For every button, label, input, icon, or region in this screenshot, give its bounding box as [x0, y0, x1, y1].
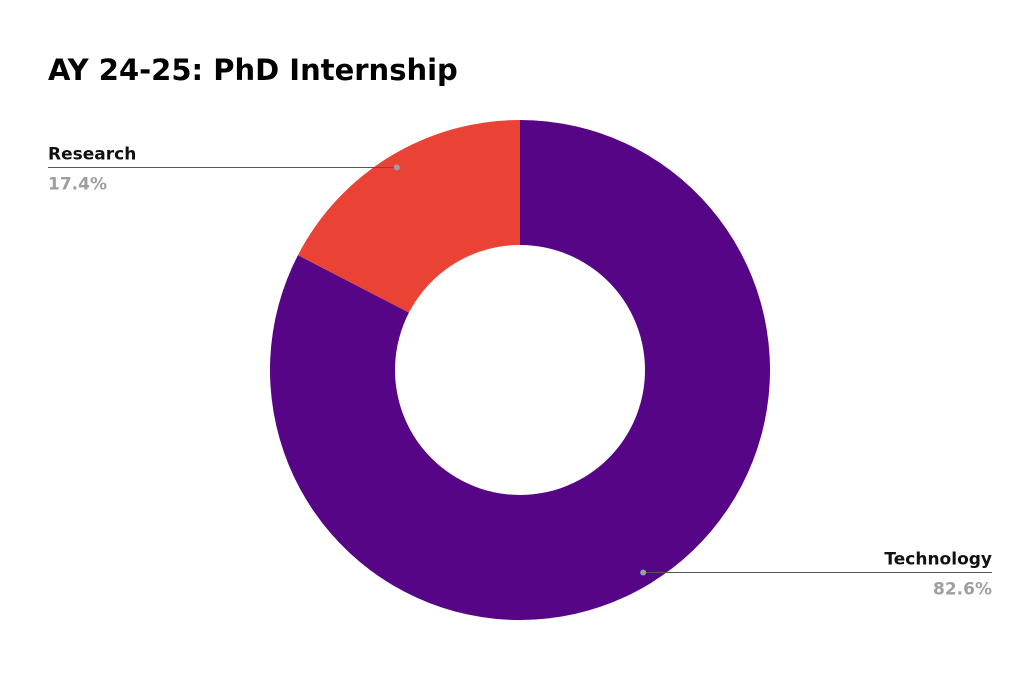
donut-slice [297, 120, 520, 313]
donut-slice [269, 120, 770, 620]
slice-value-label: 17.4% [48, 175, 107, 195]
leader-dot [640, 569, 647, 576]
slice-value-label: 82.6% [933, 579, 992, 599]
leader-dot [393, 164, 400, 171]
chart-title: AY 24-25: PhD Internship [48, 53, 458, 87]
slice-label: Technology [884, 549, 992, 569]
slice-label: Research [48, 145, 136, 165]
